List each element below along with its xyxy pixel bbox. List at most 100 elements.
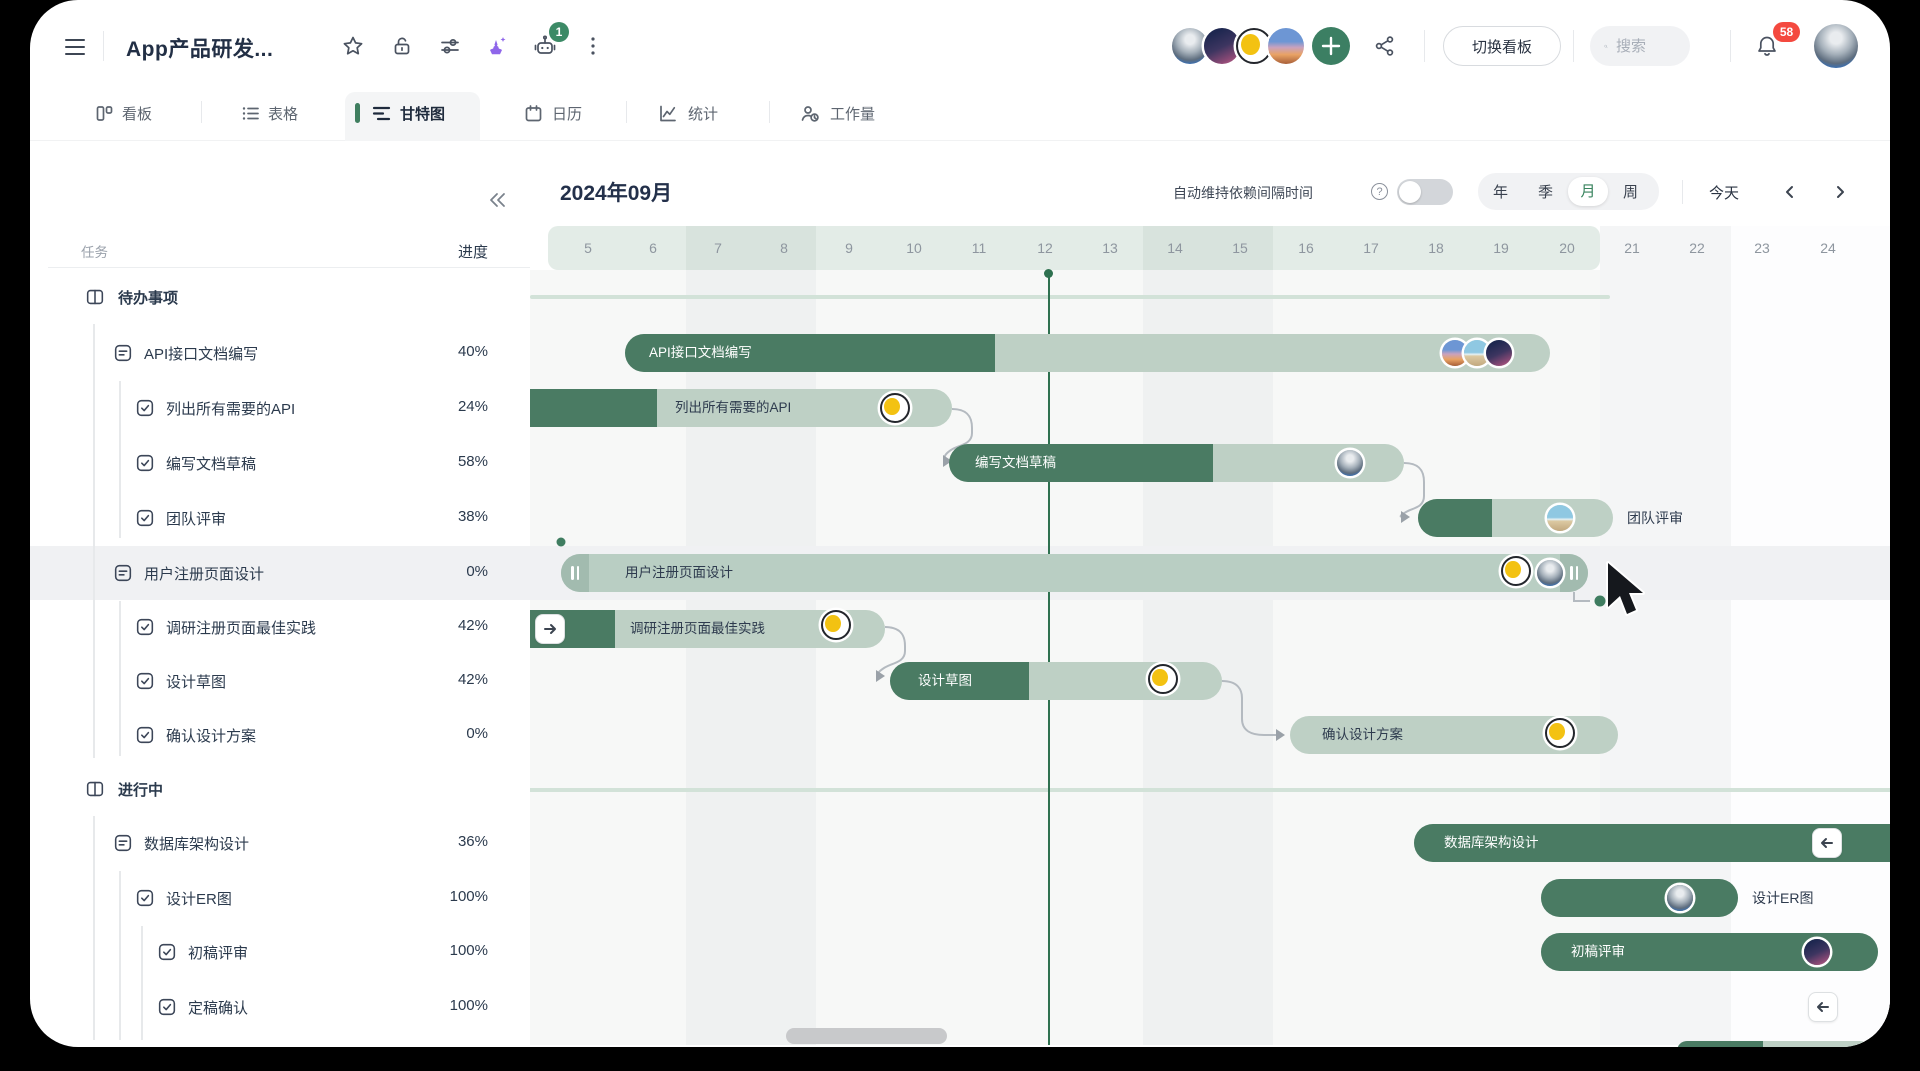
horizontal-scrollbar-thumb[interactable] xyxy=(786,1028,947,1044)
scroll-to-bar-end-button[interactable] xyxy=(1808,992,1838,1022)
assignee-avatar-egg[interactable] xyxy=(1501,556,1531,586)
next-chevron-icon[interactable] xyxy=(1832,184,1848,200)
member-avatar-coder[interactable] xyxy=(1204,28,1240,64)
day-tick: 7 xyxy=(714,240,722,256)
task-row-label[interactable]: 初稿评审 xyxy=(188,945,249,962)
assignee-avatar-husky[interactable] xyxy=(1537,560,1563,586)
tree-guide xyxy=(119,601,121,756)
bar-progress-fill xyxy=(949,444,1213,482)
task-row-label[interactable]: 设计ER图 xyxy=(166,891,232,908)
dependency-connectors xyxy=(556,408,1606,741)
member-avatar-egg[interactable] xyxy=(1236,28,1272,64)
automation-robot-icon[interactable] xyxy=(532,33,558,59)
task-progress: 100% xyxy=(449,997,488,1014)
gantt-bar-partial[interactable] xyxy=(1677,1041,1870,1047)
gantt-bar-er-diagram[interactable] xyxy=(1541,879,1738,917)
checkbox-icon xyxy=(136,672,154,690)
weekend-column-14-15 xyxy=(1143,270,1273,1045)
auto-dependency-toggle[interactable] xyxy=(1397,179,1453,205)
help-question-icon[interactable] xyxy=(1371,183,1388,200)
tab-kanban[interactable]: 看板 xyxy=(122,106,153,123)
tab-gantt[interactable]: 甘特图 xyxy=(400,106,446,123)
add-member-button[interactable] xyxy=(1312,27,1350,65)
switch-board-button[interactable]: 切换看板 xyxy=(1443,26,1561,66)
dependency-handle-dot[interactable] xyxy=(556,537,566,547)
gantt-bar-first-draft-review[interactable]: 初稿评审 xyxy=(1541,933,1878,971)
group-summary-line-inprogress xyxy=(530,788,1890,792)
tab-workload[interactable]: 工作量 xyxy=(830,106,876,123)
zoom-quarter-option[interactable]: 季 xyxy=(1537,184,1553,201)
member-avatar-husky[interactable] xyxy=(1172,28,1208,64)
gantt-bar-db-schema[interactable]: 数据库架构设计 xyxy=(1414,824,1890,862)
assignee-avatar-husky[interactable] xyxy=(1337,450,1363,476)
assignee-avatar-coder[interactable] xyxy=(1486,340,1512,366)
tab-stats[interactable]: 统计 xyxy=(688,106,719,123)
bar-progress-fill xyxy=(890,662,1029,700)
scroll-to-bar-end-button[interactable] xyxy=(1812,828,1842,858)
gantt-bar-team-review[interactable] xyxy=(1418,499,1613,537)
assignee-avatar-sunset[interactable] xyxy=(1442,340,1468,366)
gantt-bar-api-doc[interactable]: API接口文档编写 xyxy=(625,334,1550,372)
search-input[interactable] xyxy=(1616,37,1676,55)
checkbox-icon xyxy=(136,726,154,744)
gantt-bar-signup-page[interactable]: 用户注册页面设计 xyxy=(561,554,1588,592)
star-icon[interactable] xyxy=(342,35,364,57)
task-row-label[interactable]: 待办事项 xyxy=(118,290,179,307)
task-row-label[interactable]: 设计草图 xyxy=(166,674,227,691)
task-row-label[interactable]: 定稿确认 xyxy=(188,1000,249,1017)
magic-wizard-icon[interactable] xyxy=(483,33,509,59)
filter-sliders-icon[interactable] xyxy=(439,35,461,57)
robot-badge: 1 xyxy=(549,22,569,42)
gantt-bar-draft-doc[interactable]: 编写文档草稿 xyxy=(949,444,1404,482)
assignee-avatar-egg[interactable] xyxy=(821,610,851,640)
task-doc-icon xyxy=(114,344,132,362)
kebab-menu-icon[interactable] xyxy=(583,35,603,57)
today-button[interactable]: 今天 xyxy=(1709,185,1740,202)
tab-table[interactable]: 表格 xyxy=(268,106,299,123)
collapse-panel-icon[interactable] xyxy=(486,190,508,210)
task-row-label[interactable]: 进行中 xyxy=(118,782,164,799)
arrow-left-icon xyxy=(1821,838,1833,848)
divider xyxy=(1682,180,1683,204)
task-row-label[interactable]: API接口文档编写 xyxy=(144,346,259,363)
search-box[interactable] xyxy=(1590,26,1690,66)
task-row-label[interactable]: 团队评审 xyxy=(166,511,227,528)
share-icon[interactable] xyxy=(1374,35,1396,57)
assignee-avatar-beach[interactable] xyxy=(1464,340,1490,366)
notification-bell-icon[interactable] xyxy=(1754,33,1780,59)
divider xyxy=(1730,30,1731,62)
zoom-month-option[interactable]: 月 xyxy=(1568,177,1608,206)
hamburger-menu-icon[interactable] xyxy=(65,39,85,55)
current-month-label: 2024年09月 xyxy=(560,182,673,205)
day-tick: 21 xyxy=(1624,240,1640,256)
member-avatar-sunset[interactable] xyxy=(1268,28,1304,64)
assignee-avatar-egg[interactable] xyxy=(1148,664,1178,694)
assignee-avatar-egg[interactable] xyxy=(880,393,910,423)
kanban-icon xyxy=(96,106,113,121)
assignee-avatar-beach[interactable] xyxy=(1547,505,1573,531)
task-row-label[interactable]: 数据库架构设计 xyxy=(144,836,250,853)
prev-chevron-icon[interactable] xyxy=(1782,184,1798,200)
assignee-avatar-husky[interactable] xyxy=(1667,885,1693,911)
assignee-avatar-egg[interactable] xyxy=(1545,718,1575,748)
task-row-label[interactable]: 确认设计方案 xyxy=(166,728,257,745)
app-window: App产品研发... 1 切换看板 58 看板 表格 甘特图 日历 统计 工作量 xyxy=(30,0,1890,1047)
user-avatar[interactable] xyxy=(1814,24,1858,68)
tab-calendar[interactable]: 日历 xyxy=(552,106,583,123)
zoom-week-option[interactable]: 周 xyxy=(1622,184,1638,201)
scroll-to-bar-start-button[interactable] xyxy=(535,614,565,644)
checkbox-icon xyxy=(136,399,154,417)
dependency-handle-dot[interactable] xyxy=(1594,595,1606,607)
bar-progress-fill xyxy=(530,389,657,427)
task-row-label[interactable]: 用户注册页面设计 xyxy=(144,566,265,583)
tree-guide xyxy=(141,926,143,1040)
unlock-icon[interactable] xyxy=(391,35,413,57)
zoom-year-option[interactable]: 年 xyxy=(1492,184,1508,201)
bar-resize-handle-left[interactable] xyxy=(561,554,589,592)
task-row-label[interactable]: 编写文档草稿 xyxy=(166,456,257,473)
assignee-avatar-coder[interactable] xyxy=(1804,939,1830,965)
task-row-label[interactable]: 调研注册页面最佳实践 xyxy=(166,620,317,637)
task-row-label[interactable]: 列出所有需要的API xyxy=(166,401,296,418)
divider xyxy=(769,101,770,123)
task-progress: 100% xyxy=(449,888,488,905)
